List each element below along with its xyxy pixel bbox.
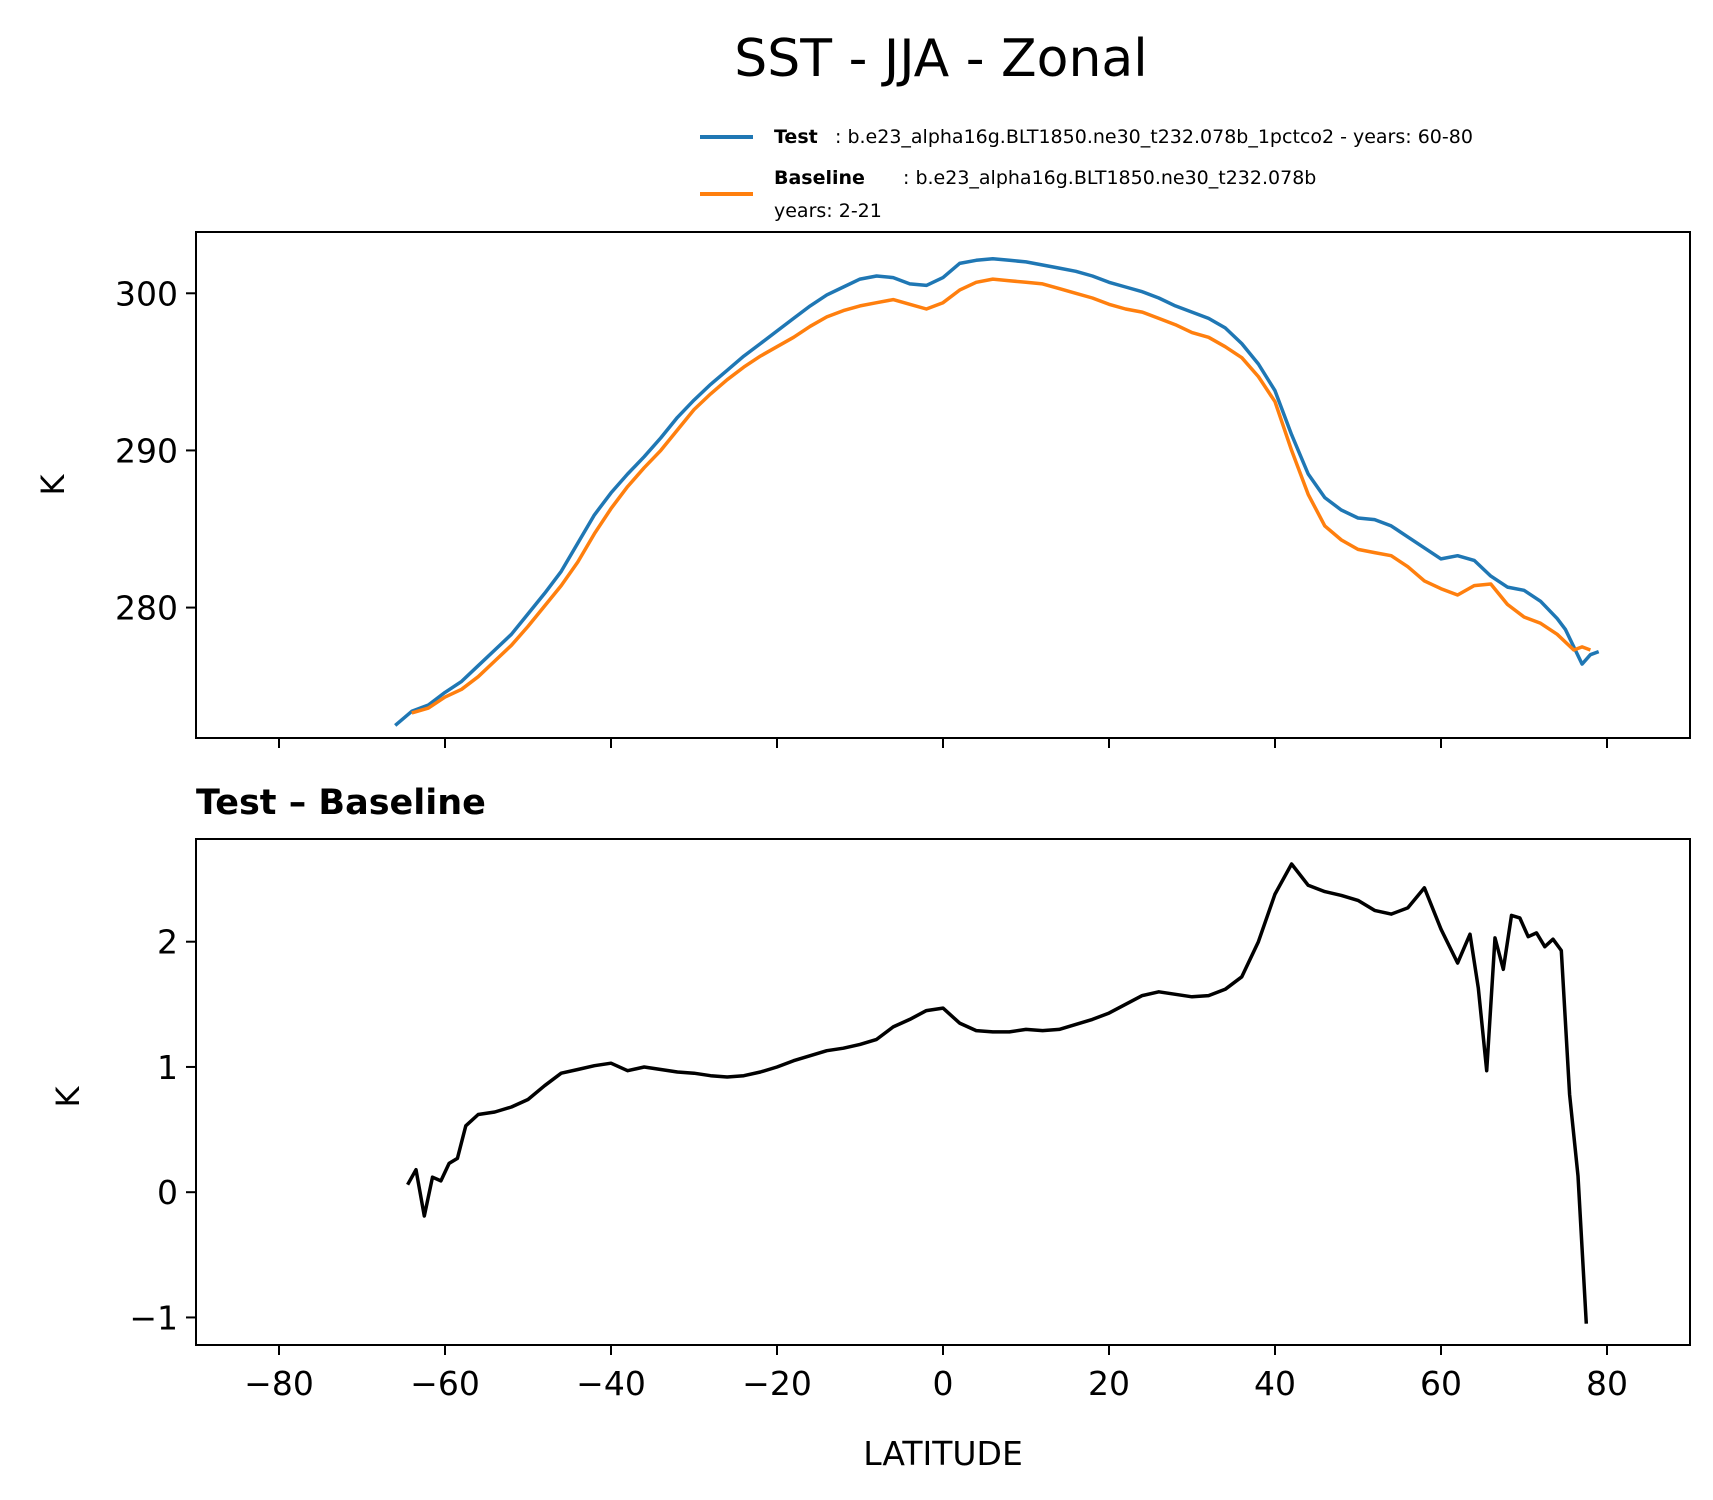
legend-baseline-label: Baseline xyxy=(774,167,865,189)
bottom-panel-title: Test – Baseline xyxy=(196,783,486,823)
bottom-x-tick-label: 20 xyxy=(1088,1364,1130,1403)
top-series-line-test xyxy=(394,256,1600,727)
bottom-x-tick-label: −40 xyxy=(576,1364,646,1403)
x-axis-label: LATITUDE xyxy=(863,1434,1023,1473)
top-panel-ticks: 280 290 300 xyxy=(115,274,1608,748)
bottom-series-line-test-baseline xyxy=(406,862,1589,1324)
top-y-tick-label: 290 xyxy=(115,431,178,470)
bottom-x-tick-label: −20 xyxy=(742,1364,812,1403)
top-panel: 280 290 300 K xyxy=(34,231,1691,748)
bottom-panel-frame xyxy=(195,838,1691,1346)
top-y-tick-label: 300 xyxy=(115,274,178,313)
legend-baseline-years: years: 2-21 xyxy=(774,200,882,222)
bottom-panel: Test – Baseline −80 −60 −40 −20 0 20 40 60 80 −1 0… xyxy=(49,783,1691,1473)
top-panel-lines xyxy=(394,256,1600,727)
bottom-x-tick-label: 0 xyxy=(933,1364,954,1403)
bottom-panel-ylabel: K xyxy=(49,1085,87,1107)
bottom-y-tick-label: −1 xyxy=(129,1298,178,1337)
bottom-x-tick-label: 40 xyxy=(1254,1364,1296,1403)
legend: Test : b.e23_alpha16g.BLT1850.ne30_t232.… xyxy=(700,126,1473,222)
top-y-tick-label: 280 xyxy=(115,589,178,628)
legend-test-label: Test xyxy=(774,126,818,148)
bottom-x-tick-label: 80 xyxy=(1586,1364,1628,1403)
bottom-y-tick-label: 2 xyxy=(157,923,178,962)
bottom-panel-ticks: −80 −60 −40 −20 0 20 40 60 80 −1 0 1 2 xyxy=(129,923,1628,1403)
top-panel-frame xyxy=(195,231,1691,739)
bottom-x-tick-label: 60 xyxy=(1420,1364,1462,1403)
bottom-y-tick-label: 0 xyxy=(157,1173,178,1212)
top-series-line-baseline xyxy=(411,277,1592,715)
figure-title: SST - JJA - Zonal xyxy=(734,29,1147,89)
top-panel-ylabel: K xyxy=(34,473,72,495)
legend-test-text: : b.e23_alpha16g.BLT1850.ne30_t232.078b_… xyxy=(835,126,1473,148)
bottom-panel-lines xyxy=(406,862,1589,1324)
legend-baseline-text: : b.e23_alpha16g.BLT1850.ne30_t232.078b xyxy=(903,167,1316,189)
bottom-x-tick-label: −60 xyxy=(410,1364,480,1403)
bottom-y-tick-label: 1 xyxy=(157,1048,178,1087)
bottom-x-tick-label: −80 xyxy=(244,1364,314,1403)
